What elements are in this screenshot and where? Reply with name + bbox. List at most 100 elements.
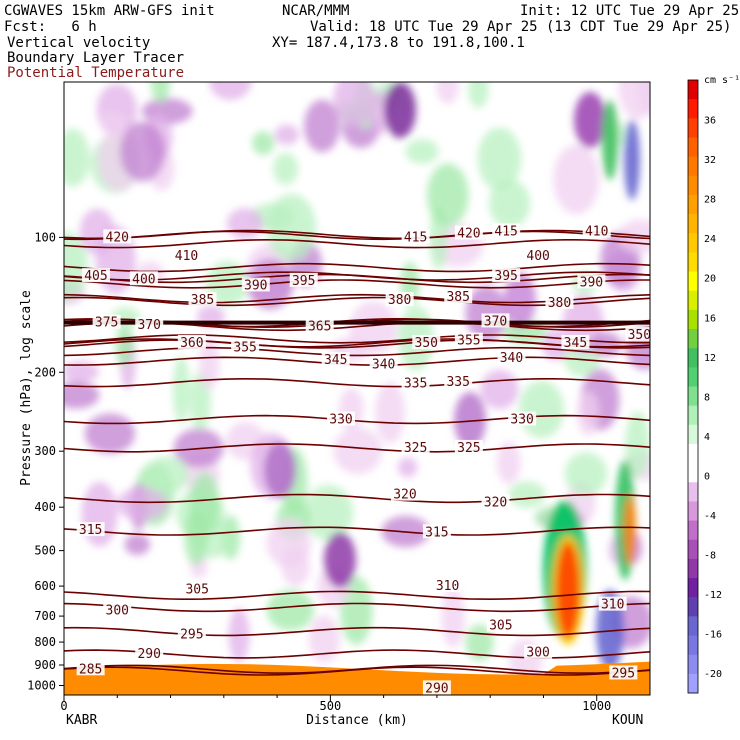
theta-contour-300 (64, 626, 650, 637)
velocity-blob (426, 163, 469, 227)
colorbar-swatch (688, 654, 698, 675)
velocity-blob (273, 152, 299, 185)
theta-label-bg (497, 350, 526, 365)
theta-label-bg (305, 318, 334, 333)
theta-label-bg (412, 334, 441, 349)
colorbar-swatch (688, 348, 698, 368)
theta-label: 305 (489, 619, 512, 634)
velocity-blob (480, 369, 519, 410)
downdraft-blob (324, 532, 356, 588)
theta-label: 375 (95, 316, 118, 331)
colorbar-label: 0 (704, 471, 710, 482)
theta-contour-390 (64, 279, 650, 289)
downdraft-blob (264, 442, 296, 498)
model-title: CGWAVES 15km ARW-GFS init (4, 3, 215, 19)
velocity-blob (120, 121, 166, 182)
velocity-blob (64, 381, 100, 409)
theta-label: 310 (601, 598, 624, 613)
theta-label-bg (188, 292, 217, 307)
y-axis-label: Pressure (hPa), log scale (19, 290, 34, 486)
velocity-blob (266, 518, 312, 568)
theta-label: 335 (446, 375, 469, 390)
theta-label-bg (524, 247, 553, 262)
colorbar-swatch (688, 405, 698, 426)
velocity-blob (618, 82, 650, 120)
theta-label-bg (444, 289, 473, 304)
colorbar-swatch (688, 137, 698, 158)
start-station: KABR (66, 713, 97, 728)
velocity-blob (304, 99, 340, 153)
plot-frame (63, 81, 651, 696)
colorbar-swatch (688, 539, 698, 560)
theta-label-bg (577, 274, 606, 289)
downdraft-blob (454, 392, 486, 448)
theta-label-bg (492, 223, 521, 238)
colorbar-swatch (688, 329, 698, 349)
velocity-blob (252, 131, 275, 155)
colorbar-swatch (688, 578, 698, 598)
colorbar-label: -4 (704, 511, 716, 522)
theta-label-bg (183, 581, 212, 596)
y-tick-label: 400 (34, 500, 56, 514)
theta-label-bg (401, 375, 430, 390)
colorbar-swatch (688, 309, 698, 330)
theta-label-bg (524, 644, 553, 659)
theta-label-bg (390, 486, 419, 501)
theta-contour-310 (64, 590, 650, 601)
org-label: NCAR/MMM (282, 3, 350, 19)
theta-label: 315 (425, 525, 448, 540)
theta-label-bg (76, 522, 105, 537)
theta-label: 335 (404, 377, 427, 392)
colorbar-swatch (688, 194, 698, 215)
colorbar-swatch (688, 424, 698, 445)
y-tick-label: 300 (34, 444, 56, 458)
updraft-core (624, 120, 640, 200)
theta-label-bg (401, 439, 430, 454)
colorbar-frame (687, 79, 699, 694)
colorbar-swatch (688, 635, 698, 656)
theta-label: 355 (233, 340, 256, 355)
theta-label: 415 (404, 230, 427, 245)
y-tick-label: 500 (34, 544, 56, 558)
theta-label: 380 (388, 293, 411, 308)
y-tick-label: 800 (34, 635, 56, 649)
boundary-layer-tracer (64, 661, 650, 695)
theta-label: 315 (79, 523, 102, 538)
theta-label-bg (444, 373, 473, 388)
colorbar: 36 32 28 24 20 16 12 8 4 0 -4 -8 -12 -16 -20 (687, 79, 722, 694)
updraft-core (602, 100, 618, 180)
colorbar-swatch (688, 520, 698, 541)
theta-label: 390 (580, 275, 603, 290)
theta-label-bg (177, 626, 206, 641)
colorbar-swatch (688, 463, 698, 483)
theta-label-bg (545, 294, 574, 309)
theta-label-bg (454, 439, 483, 454)
colorbar-swatch (688, 616, 698, 637)
theta-label-bg (454, 225, 483, 240)
theta-label-bg (422, 524, 451, 539)
theta-contour-405 (64, 271, 650, 281)
theta-label: 340 (500, 351, 523, 366)
theta-label: 320 (484, 495, 507, 510)
colorbar-swatch (688, 233, 698, 253)
field-boundary-layer-tracer: Boundary Layer Tracer (7, 50, 185, 66)
theta-label: 400 (526, 249, 549, 264)
theta-label: 400 (132, 272, 155, 287)
valid-time: Valid: 18 UTC Tue 29 Apr 25 (13 CDT Tue … (310, 19, 732, 35)
theta-label-bg (401, 229, 430, 244)
y-tick-label: 1000 (27, 679, 56, 693)
theta-label: 395 (292, 274, 315, 289)
velocity-blob (577, 391, 599, 436)
velocity-blob (308, 615, 340, 663)
theta-label: 350 (628, 328, 651, 343)
velocity-blob (375, 381, 406, 444)
y-tick-label: 100 (34, 230, 56, 244)
velocity-blob (553, 144, 600, 215)
theta-label: 290 (425, 681, 448, 696)
theta-contour-420 (64, 230, 650, 241)
colorbar-swatch (688, 597, 698, 617)
velocity-blob (84, 413, 136, 454)
theta-contour-290 (64, 666, 650, 676)
velocity-blob (172, 355, 190, 424)
colorbar-swatch (688, 271, 698, 292)
